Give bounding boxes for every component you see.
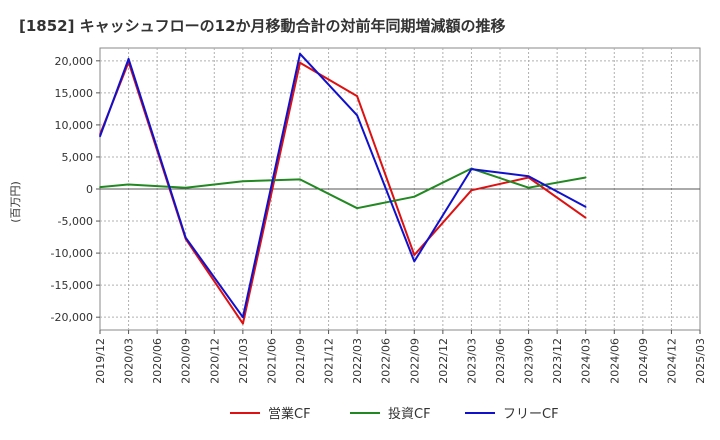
- series-point-1: [527, 186, 530, 189]
- x-tick-label: 2024/03: [580, 338, 593, 384]
- x-tick-label: 2023/03: [465, 338, 478, 384]
- y-tick-label: 15,000: [55, 87, 94, 100]
- legend-label-1: 投資CF: [388, 406, 431, 422]
- x-tick-label: 2023/12: [551, 338, 564, 384]
- x-tick-label: 2022/03: [351, 338, 364, 384]
- series-point-1: [299, 178, 301, 181]
- x-tick-label: 2021/12: [323, 338, 336, 384]
- x-tick-label: 2022/06: [380, 338, 393, 384]
- series-point-2: [584, 206, 587, 208]
- x-tick-label: 2024/09: [637, 338, 650, 384]
- x-tick-label: 2019/12: [94, 338, 107, 384]
- x-tick-label: 2022/09: [408, 338, 421, 384]
- y-tick-label: 10,000: [55, 119, 94, 132]
- series-point-0: [584, 217, 587, 219]
- series-point-2: [99, 135, 101, 138]
- x-tick-label: 2021/09: [294, 338, 307, 384]
- y-tick-label: -10,000: [51, 247, 93, 260]
- x-tick-label: 2025/03: [694, 338, 707, 384]
- x-tick-label: 2021/06: [265, 338, 278, 384]
- series-point-1: [356, 207, 358, 210]
- series-point-2: [242, 316, 244, 318]
- series-point-0: [413, 254, 416, 256]
- y-tick-label: 5,000: [62, 151, 94, 164]
- axis-layer: 20,000 15,000 10,000 5,000 0 -5,000 -10,000 -15…: [51, 55, 707, 384]
- grid-layer: [99, 47, 701, 331]
- series-point-1: [584, 176, 587, 179]
- legend-label-0: 営業CF: [268, 406, 311, 422]
- x-tick-label: 2024/12: [665, 338, 678, 384]
- x-tick-label: 2023/06: [494, 338, 507, 384]
- series-point-1: [413, 195, 416, 198]
- x-tick-label: 2021/03: [237, 338, 250, 384]
- y-tick-label: -15,000: [51, 279, 93, 292]
- series-point-2: [356, 114, 358, 117]
- series-point-0: [242, 322, 244, 325]
- x-tick-label: 2024/06: [608, 338, 621, 384]
- series-layer: [99, 52, 587, 325]
- series-point-0: [356, 95, 358, 97]
- series-point-1: [184, 186, 187, 189]
- x-tick-label: 2020/06: [151, 338, 164, 384]
- legend-label-2: フリーCF: [503, 407, 559, 422]
- y-tick-label: -5,000: [58, 215, 93, 228]
- series-point-1: [242, 180, 244, 183]
- x-tick-label: 2020/09: [180, 338, 193, 384]
- series-line-2: [99, 52, 587, 319]
- y-tick-label: 0: [86, 183, 93, 196]
- series-point-0: [299, 61, 301, 64]
- series-point-1: [127, 183, 130, 186]
- series-point-2: [184, 236, 187, 239]
- x-tick-label: 2022/12: [437, 338, 450, 384]
- series-point-2: [299, 52, 301, 55]
- legend: 営業CF 投資CF フリーCF: [230, 406, 559, 422]
- series-point-2: [127, 58, 130, 60]
- series-line-1: [99, 167, 586, 210]
- series-point-0: [470, 189, 473, 192]
- series-point-2: [413, 260, 416, 263]
- series-point-1: [99, 186, 101, 188]
- series-point-2: [527, 175, 530, 177]
- y-tick-label: -20,000: [51, 311, 93, 324]
- series-point-2: [470, 168, 473, 170]
- x-tick-label: 2020/12: [208, 338, 221, 384]
- x-tick-label: 2023/09: [523, 338, 536, 384]
- x-tick-label: 2020/03: [123, 338, 136, 384]
- y-axis-label: (百万円): [9, 181, 22, 223]
- chart-title: [1852] キャッシュフローの12か月移動合計の対前年同期増減額の推移: [19, 17, 506, 35]
- y-tick-label: 20,000: [55, 55, 94, 68]
